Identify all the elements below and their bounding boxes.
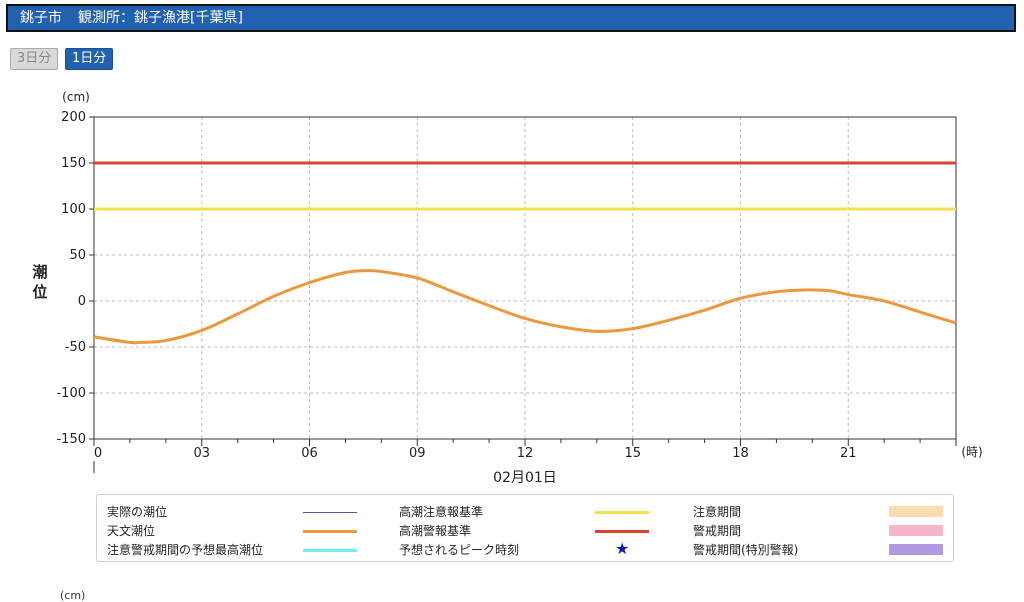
legend-item: 実際の潮位: [97, 503, 953, 521]
astronomical-tide-line: [93, 269, 957, 345]
date-label: 02月01日: [493, 470, 557, 486]
legend-line-swatch: [595, 511, 649, 514]
next-chart-unit: (cm): [60, 589, 86, 602]
station-name: 観測所：銚子漁港[千葉県]: [78, 10, 243, 26]
legend-label: 警戒期間(特別警報): [693, 543, 799, 557]
one-day-button[interactable]: 1日分: [65, 48, 114, 70]
x-tick-label: 0: [94, 446, 102, 461]
y-tick-label: 150: [61, 156, 86, 171]
x-tick-label: 06: [301, 446, 318, 461]
x-tick-label: 03: [193, 446, 210, 461]
legend-box-swatch: [889, 544, 943, 555]
y-tick-label: 100: [61, 202, 86, 217]
legend-label: 警戒期間: [693, 524, 742, 538]
legend-label: 実際の潮位: [107, 505, 168, 519]
legend-line-swatch: [303, 530, 357, 533]
legend-item: 注意期間: [97, 503, 953, 521]
legend-item: 注意警戒期間の予想最高潮位: [97, 541, 953, 559]
y-tick-label: 50: [69, 248, 86, 263]
legend-item: 天文潮位: [97, 522, 953, 540]
x-tick-label: 18: [732, 446, 749, 461]
legend-item: 予想されるピーク時刻 ★: [97, 539, 953, 559]
chart-legend: 実際の潮位 天文潮位 注意警戒期間の予想最高潮位 高潮注意報基準 高潮警報基準 予想される…: [96, 494, 954, 562]
plot-area: [93, 116, 957, 440]
star-icon: ★: [615, 539, 630, 558]
legend-line-swatch: [595, 530, 649, 533]
y-axis-label: 位: [32, 283, 47, 301]
x-tick-label: 12: [517, 446, 534, 461]
legend-label: 予想されるピーク時刻: [399, 543, 520, 557]
x-tick-label: 15: [624, 446, 641, 461]
legend-item: 高潮注意報基準: [97, 503, 953, 521]
legend-item: 高潮警報基準: [97, 522, 953, 540]
x-tick-label: 21: [840, 446, 857, 461]
legend-line-swatch: [303, 549, 357, 552]
y-tick-label: -150: [56, 432, 86, 447]
y-tick-label: 0: [78, 294, 86, 309]
legend-label: 注意警戒期間の予想最高潮位: [107, 543, 264, 557]
three-day-button[interactable]: 3日分: [10, 48, 59, 70]
legend-label: 天文潮位: [107, 524, 156, 538]
legend-item: 警戒期間(特別警報): [97, 541, 953, 559]
legend-label: 注意期間: [693, 505, 742, 519]
legend-label: 高潮注意報基準: [399, 505, 484, 519]
legend-box-swatch: [889, 506, 943, 517]
station-header: 銚子市 観測所：銚子漁港[千葉県]: [6, 4, 1016, 32]
location-name: 銚子市: [20, 10, 62, 26]
x-unit-label: (時): [961, 445, 982, 459]
y-tick-label: -100: [56, 386, 86, 401]
legend-item: 警戒期間: [97, 522, 953, 540]
legend-box-swatch: [889, 525, 943, 536]
x-tick-label: 09: [409, 446, 426, 461]
y-unit-label: (cm): [62, 90, 90, 104]
y-tick-label: 200: [61, 110, 86, 125]
y-axis-label: 潮: [32, 263, 47, 281]
y-tick-label: -50: [65, 340, 86, 355]
legend-line-swatch: [303, 512, 357, 513]
legend-label: 高潮警報基準: [399, 524, 472, 538]
